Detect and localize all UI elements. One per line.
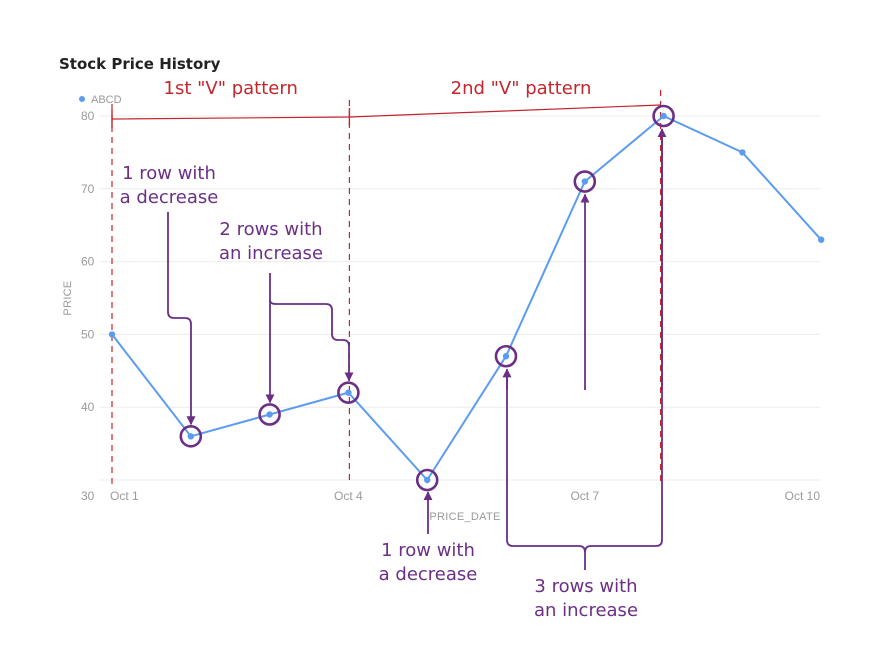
y-tick-label: 80 — [81, 109, 95, 123]
note-1: 1 row with a decrease — [120, 163, 219, 208]
pattern-label-1: 1st "V" pattern — [164, 78, 298, 99]
arrow-note-2-b — [269, 299, 354, 382]
pattern-annotations: 1st "V" pattern 2nd "V" pattern — [111, 78, 662, 485]
note-4-line-2: an increase — [534, 600, 638, 621]
data-point-oct-3[interactable] — [266, 411, 273, 418]
data-point-oct-10[interactable] — [818, 236, 825, 243]
highlight-ring-oct-2 — [179, 425, 203, 448]
chart-title: Stock Price History — [59, 55, 221, 73]
data-point-oct-2[interactable] — [187, 433, 194, 440]
x-tick-label: Oct 7 — [570, 489, 599, 503]
note-2-line-1: 2 rows with — [219, 219, 322, 240]
pattern-bracket-line — [111, 104, 661, 120]
data-point-oct-7[interactable] — [581, 178, 588, 185]
highlight-ring-oct-5 — [415, 468, 439, 492]
note-3-line-2: a decrease — [379, 564, 478, 585]
series-line-abcd[interactable] — [111, 115, 822, 481]
highlight-ring-oct-6 — [494, 344, 518, 368]
data-point-oct-5[interactable] — [424, 476, 431, 484]
y-axis-label: PRICE — [62, 280, 74, 315]
y-tick-label: 50 — [81, 327, 95, 341]
highlight-rings — [179, 104, 675, 492]
note-2-line-2: an increase — [219, 243, 323, 264]
note-1-line-2: a decrease — [120, 187, 219, 208]
note-4-line-1: 3 rows with — [534, 576, 637, 597]
highlight-ring-oct-4 — [337, 381, 360, 404]
note-1-line-1: 1 row with — [122, 163, 216, 184]
arrow-note-1 — [167, 212, 196, 426]
x-tick-label: Oct 10 — [785, 489, 821, 503]
series-points-abcd — [108, 112, 825, 484]
note-3-line-1: 1 row with — [381, 540, 475, 561]
x-tick-label: Oct 1 — [110, 489, 139, 503]
data-point-oct-6[interactable] — [502, 353, 510, 360]
legend[interactable]: ABCD — [79, 94, 122, 106]
x-axis-label: PRICE_DATE — [429, 511, 500, 523]
legend-swatch-abcd — [79, 96, 85, 102]
highlight-ring-oct-3 — [258, 403, 281, 426]
highlight-ring-oct-7 — [573, 170, 597, 193]
data-point-oct-8[interactable] — [660, 112, 667, 120]
bracket-note-4-left — [506, 370, 586, 570]
x-axis-ticks: Oct 1 Oct 4 Oct 7 Oct 10 — [110, 489, 820, 503]
note-4: 3 rows with an increase — [534, 576, 638, 621]
y-axis-ticks: 30 40 50 60 70 80 — [81, 109, 95, 503]
data-point-oct-4[interactable] — [345, 389, 352, 396]
note-arrows — [167, 128, 667, 570]
data-point-oct-1[interactable] — [108, 331, 116, 338]
y-tick-label: 40 — [81, 400, 95, 414]
y-tick-label: 70 — [81, 182, 95, 196]
note-3: 1 row with a decrease — [379, 540, 478, 585]
pattern-label-2: 2nd "V" pattern — [451, 78, 592, 99]
bracket-note-4-right — [584, 130, 663, 553]
x-tick-label: Oct 4 — [334, 489, 363, 503]
note-2: 2 rows with an increase — [219, 219, 323, 264]
legend-entry-abcd: ABCD — [91, 94, 122, 106]
data-point-oct-9[interactable] — [739, 149, 746, 156]
y-tick-label: 60 — [81, 255, 95, 269]
y-tick-label: 30 — [81, 489, 95, 503]
gridlines — [100, 115, 820, 481]
highlight-ring-oct-8 — [652, 104, 675, 128]
